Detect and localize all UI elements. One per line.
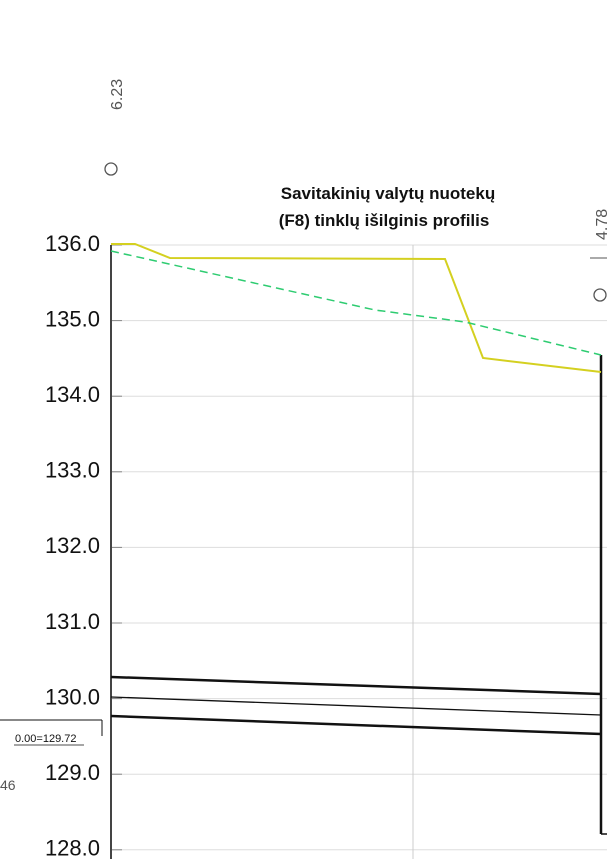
station-marker [593, 288, 607, 302]
title-line: Savitakinių valytų nuotekų [281, 184, 495, 203]
grid [111, 244, 607, 851]
elevation-label: 132.0 [45, 533, 100, 558]
elevation-label: 130.0 [45, 684, 100, 709]
station-label: 6.23 [109, 79, 126, 110]
title-line: (F8) tinklų išilginis profilis [279, 211, 490, 230]
design-line [110, 250, 602, 356]
elevation-label: 136.0 [45, 231, 100, 256]
pipe-top [110, 675, 602, 696]
station-marker [104, 162, 118, 176]
pipe-axis [110, 696, 602, 716]
elevation-label: 131.0 [45, 609, 100, 634]
edge-label: 46 [0, 777, 16, 793]
station-label: 4.78 [594, 209, 607, 240]
datum-label: 0.00=129.72 [15, 733, 76, 745]
elevation-label: 135.0 [45, 306, 100, 331]
elevation-label: 134.0 [45, 382, 100, 407]
elevation-label: 129.0 [45, 760, 100, 785]
elevation-label: 128.0 [45, 836, 100, 859]
elevation-label: 133.0 [45, 458, 100, 483]
ground-line [111, 243, 602, 373]
pipe-bottom [110, 714, 602, 736]
